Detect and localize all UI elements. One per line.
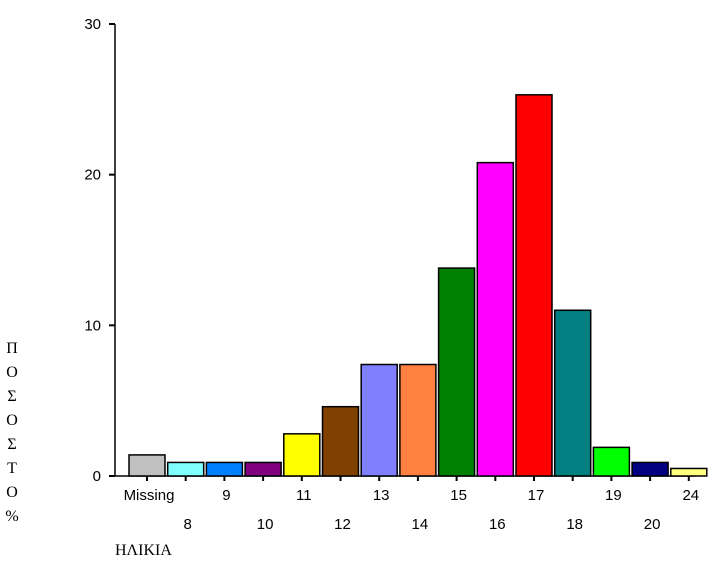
x-tick-label: 16: [489, 516, 506, 533]
x-tick-label: 14: [412, 516, 429, 533]
bars: [128, 94, 708, 477]
x-tick-label: 8: [184, 516, 192, 533]
bar-19: [592, 446, 631, 477]
y-tick-label: 20: [84, 167, 101, 184]
x-tick-labels: Missing 8 9 10 11 12 13 14 15 16 17 18 19 20 24: [124, 487, 700, 533]
y-tick-labels: 0 10 20 30: [84, 16, 101, 485]
x-axis-label: ΗΛΙΚΙΑ: [115, 542, 172, 559]
x-tick-label: 15: [450, 487, 467, 504]
x-tick-label: 18: [566, 516, 583, 533]
bar-12: [321, 405, 360, 477]
bar-14: [399, 363, 437, 477]
bar-16: [476, 161, 515, 477]
bar-18: [553, 309, 592, 477]
x-tick-label: 19: [605, 487, 622, 504]
y-tick-label: 30: [84, 16, 101, 33]
bar-11: [283, 433, 321, 477]
y-axis-label-char: Ο: [6, 412, 18, 429]
y-axis-label-char: Π: [6, 340, 18, 357]
x-tick-label: 20: [644, 516, 661, 533]
y-axis-label-char: %: [5, 508, 18, 525]
bar-17: [515, 94, 553, 477]
x-tick-label: 9: [222, 487, 230, 504]
y-tick-label: 0: [93, 468, 101, 485]
y-axis-label-char: Σ: [7, 436, 16, 453]
bar-missing: [128, 454, 166, 477]
bar-20: [631, 461, 669, 477]
x-tick-label: 12: [334, 516, 351, 533]
bar-8: [166, 461, 205, 477]
y-tick-label: 10: [84, 317, 101, 334]
x-tick-label: 11: [296, 487, 312, 504]
bar-10: [244, 461, 282, 477]
bar-9: [205, 461, 244, 477]
y-axis-label-char: Ο: [6, 364, 18, 381]
y-axis-label-char: Ο: [6, 484, 18, 501]
bar-15: [437, 267, 476, 477]
x-tick-label: Missing: [124, 487, 175, 504]
x-tick-label: 10: [257, 516, 274, 533]
y-axis-label-char: Τ: [7, 460, 17, 477]
x-tick-label: 17: [528, 487, 545, 504]
x-tick-label: 13: [373, 487, 390, 504]
y-axis-label-char: Σ: [7, 388, 16, 405]
bar-24: [670, 467, 708, 477]
bar-13: [360, 363, 398, 477]
x-tick-label: 24: [682, 487, 699, 504]
